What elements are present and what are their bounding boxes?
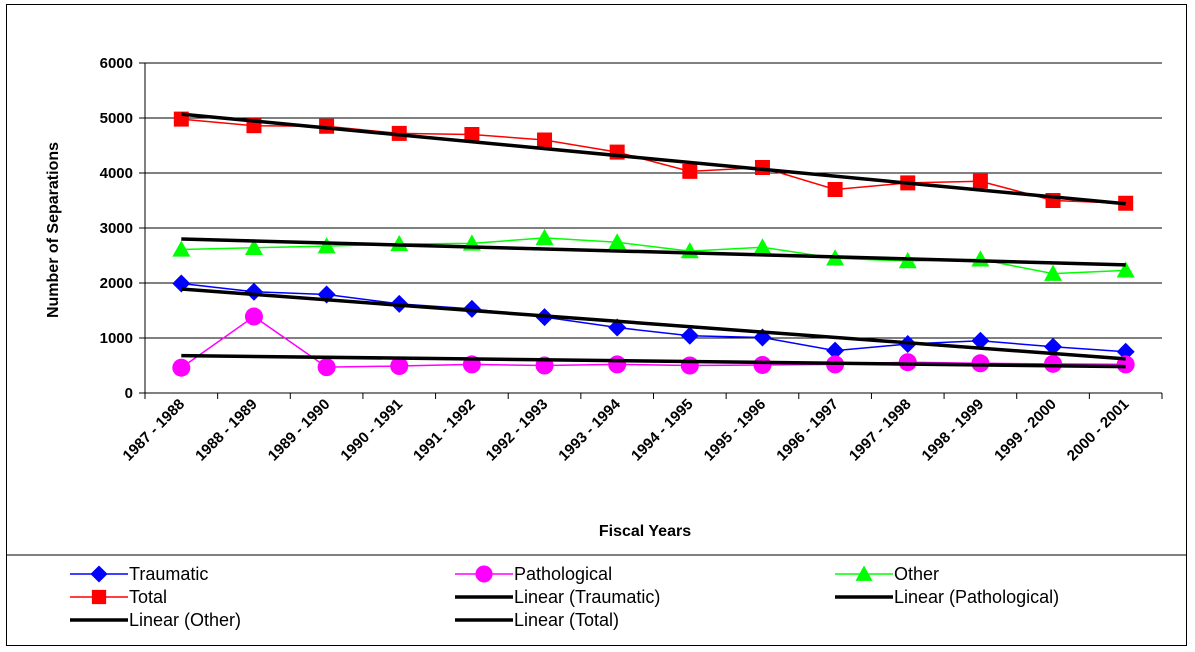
point-traumatic-7	[680, 326, 699, 345]
point-pathological-2	[317, 358, 336, 377]
point-total-7	[682, 163, 698, 179]
legend-label-7: Linear (Total)	[514, 610, 619, 630]
point-pathological-10	[898, 353, 917, 372]
point-pathological-1	[244, 307, 263, 326]
point-other-1	[244, 238, 263, 255]
y-tick-label-5: 5000	[100, 110, 133, 127]
point-traumatic-12	[1044, 337, 1063, 356]
legend-item-0: Traumatic	[70, 564, 208, 584]
x-tick-label-6: 1993 - 1994	[555, 395, 624, 464]
point-other-8	[753, 238, 772, 255]
point-pathological-0	[172, 358, 191, 377]
y-tick-label-4: 4000	[100, 165, 133, 182]
point-traumatic-1	[244, 282, 263, 301]
x-tick-label-7: 1994 - 1995	[628, 396, 697, 465]
series-traumatic	[172, 274, 1135, 361]
point-other-0	[172, 240, 191, 257]
trendline-1	[181, 353, 1126, 369]
point-other-5	[535, 228, 554, 246]
point-other-6	[608, 233, 627, 250]
legend-swatch-marker-3	[91, 589, 107, 605]
x-tick-label-0: 1987 - 1988	[120, 396, 189, 465]
point-other-3	[390, 234, 409, 252]
x-tick-label-11: 1998 - 1999	[919, 396, 988, 465]
point-other-11	[971, 250, 990, 267]
point-total-5	[537, 132, 553, 148]
trendline-0	[181, 287, 1126, 361]
legend-item-7: Linear (Total)	[455, 610, 619, 630]
x-tick-label-8: 1995 - 1996	[701, 396, 770, 465]
point-traumatic-13	[1116, 342, 1135, 361]
x-tick-label-13: 2000 - 2001	[1064, 396, 1133, 465]
point-pathological-6	[608, 355, 627, 374]
point-traumatic-9	[826, 341, 845, 360]
legend: Traumatic Pathological Other Total Linear (T…	[7, 554, 1186, 630]
series-other	[172, 228, 1135, 281]
point-pathological-3	[390, 357, 409, 376]
legend-label-3: Total	[129, 587, 167, 607]
x-tick-label-1: 1988 - 1989	[192, 396, 261, 465]
y-axis-title: Number of Separations	[45, 142, 62, 318]
legend-label-1: Pathological	[514, 564, 612, 584]
legend-item-2: Other	[835, 564, 939, 584]
point-other-2	[317, 237, 336, 254]
legend-item-4: Linear (Traumatic)	[455, 587, 660, 607]
y-tick-label-1: 1000	[100, 330, 133, 347]
point-total-4	[464, 127, 480, 142]
trendline-2	[181, 237, 1126, 267]
trendline-3	[181, 112, 1126, 206]
x-tick-label-9: 1996 - 1997	[773, 396, 842, 465]
legend-item-5: Linear (Pathological)	[835, 587, 1059, 607]
legend-item-6: Linear (Other)	[70, 610, 241, 630]
x-tick-label-4: 1991 - 1992	[410, 396, 479, 465]
point-total-11	[972, 173, 988, 189]
point-pathological-12	[1044, 354, 1063, 373]
legend-item-1: Pathological	[455, 564, 612, 584]
x-tick-label-3: 1990 - 1991	[337, 396, 406, 465]
legend-label-0: Traumatic	[129, 564, 208, 584]
legend-label-4: Linear (Traumatic)	[514, 587, 660, 607]
legend-item-3: Total	[70, 587, 167, 607]
legend-label-5: Linear (Pathological)	[894, 587, 1059, 607]
axis-layer: 0 1000 2000 3000 4000 5000 6000 1987 - 1988 1988…	[100, 55, 1163, 465]
legend-label-2: Other	[894, 564, 939, 584]
y-tick-label-3: 3000	[100, 220, 133, 237]
point-other-13	[1116, 261, 1135, 278]
trendline-layer	[181, 112, 1126, 369]
x-tick-label-10: 1997 - 1998	[846, 396, 915, 465]
y-tick-label-6: 6000	[100, 55, 133, 72]
series-line-traumatic	[181, 282, 1126, 353]
y-tick-label-2: 2000	[100, 275, 133, 292]
grid-layer	[145, 62, 1162, 339]
point-traumatic-11	[971, 331, 990, 350]
legend-swatch-marker-2	[855, 565, 873, 581]
legend-swatch-marker-0	[90, 565, 108, 583]
point-other-12	[1044, 264, 1063, 281]
legend-swatch-marker-1	[475, 565, 493, 583]
x-tick-label-12: 1999 - 2000	[991, 396, 1060, 465]
point-pathological-7	[680, 356, 699, 375]
point-total-9	[827, 182, 843, 197]
legend-label-6: Linear (Other)	[129, 610, 241, 630]
y-tick-label-0: 0	[125, 385, 133, 402]
point-pathological-8	[753, 355, 772, 374]
x-axis-title: Fiscal Years	[599, 523, 691, 540]
x-tick-label-2: 1989 - 1990	[265, 396, 334, 465]
x-tick-label-5: 1992 - 1993	[483, 396, 552, 465]
